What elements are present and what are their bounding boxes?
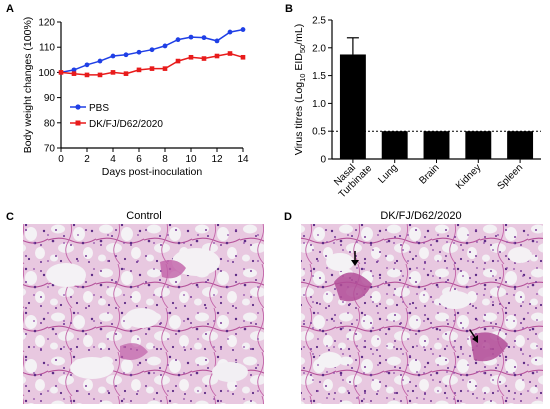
- data-point: [71, 71, 77, 76]
- data-point: [123, 71, 129, 76]
- data-point: [201, 56, 207, 61]
- x-tick-label: 12: [211, 154, 223, 165]
- panel-b-letter: B: [285, 3, 293, 15]
- data-point: [162, 43, 168, 49]
- x-tick-label: 8: [162, 154, 168, 165]
- x-tick-label: Kidney: [454, 162, 483, 191]
- panel-a: A 70 80 90 100 110 120 0 2 4 6 8 10 12 14 Days post-in…: [6, 3, 249, 178]
- data-point: [123, 52, 129, 58]
- y-tick-label: 100: [38, 68, 55, 79]
- data-point: [227, 29, 233, 35]
- data-point: [97, 58, 103, 64]
- data-point: [110, 53, 116, 59]
- data-point: [149, 66, 155, 71]
- data-point: [136, 67, 142, 73]
- chart-b: 0 0.5 1.0 1.5 2.0 2.5 NasalTurbinate Lung Brain K…: [293, 16, 541, 200]
- panel-c-title: Control: [126, 210, 161, 222]
- panel-d-letter: D: [284, 211, 292, 223]
- data-point: [188, 54, 194, 60]
- data-point: [84, 62, 90, 68]
- data-point: [214, 53, 220, 59]
- data-point: [110, 70, 116, 75]
- x-tick-label: 6: [136, 154, 142, 165]
- y-tick-label: 2.5: [312, 16, 326, 27]
- data-point: [188, 34, 194, 40]
- bar: [339, 54, 366, 159]
- data-point: [162, 66, 168, 71]
- chart-a: 70 80 90 100 110 120 0 2 4 6 8 10 12 14 Days post-inoc…: [22, 17, 249, 178]
- legend-marker: [75, 120, 81, 126]
- data-point: [58, 70, 64, 75]
- arrow-icon: [351, 251, 359, 266]
- x-tick-label: Brain: [417, 162, 441, 186]
- data-point: [97, 72, 103, 78]
- x-tick-label: Spleen: [495, 162, 525, 192]
- x-tick-label: Lung: [376, 162, 400, 186]
- data-point: [149, 47, 155, 53]
- data-point: [214, 38, 220, 44]
- y-tick-label: 70: [44, 144, 56, 155]
- y-tick-label: 0: [320, 155, 326, 166]
- data-point: [136, 49, 142, 55]
- data-point: [227, 51, 233, 56]
- histology-image-dk: [301, 224, 543, 404]
- panel-c: C Control: [6, 210, 264, 404]
- data-point: [240, 54, 246, 60]
- y-tick-label: 2.0: [312, 43, 326, 54]
- data-point: [175, 37, 181, 43]
- x-tick-label: 0: [58, 154, 64, 165]
- bar: [423, 131, 450, 159]
- data-point: [201, 35, 207, 41]
- panel-c-letter: C: [6, 211, 14, 223]
- y-tick-label: 0.5: [312, 127, 326, 138]
- panel-b: B 0 0.5 1.0 1.5 2.0 2.5 NasalTurbinate Lung Brai…: [285, 3, 541, 200]
- panel-d: D DK/FJ/D62/2020: [284, 210, 543, 404]
- data-point: [175, 58, 181, 64]
- y-tick-label: 90: [44, 93, 56, 104]
- data-point: [84, 72, 90, 78]
- bar: [465, 131, 492, 159]
- y-tick-label: 1.0: [312, 99, 326, 110]
- arrow-icon: [469, 329, 478, 343]
- y-axis-title: Virus titres (Log10 EID50/mL): [293, 24, 307, 155]
- x-tick-label: 2: [84, 154, 90, 165]
- data-point: [240, 27, 246, 32]
- y-axis-title: Body weight changes (100%): [22, 17, 34, 154]
- data-point: [71, 67, 77, 73]
- bar: [381, 131, 408, 159]
- legend-label: DK/FJ/D62/2020: [89, 119, 163, 130]
- x-tick-label: NasalTurbinate: [328, 154, 374, 200]
- x-axis-title: Days post-inoculation: [102, 166, 203, 178]
- y-tick-label: 120: [38, 18, 55, 29]
- y-tick-label: 110: [39, 43, 55, 54]
- legend-marker: [75, 104, 81, 110]
- x-tick-label: 14: [237, 154, 249, 165]
- panel-d-title: DK/FJ/D62/2020: [380, 210, 461, 222]
- legend-label: PBS: [89, 103, 109, 114]
- bar: [507, 131, 534, 159]
- histology-image-control: [23, 224, 264, 404]
- x-tick-label: 10: [185, 154, 197, 165]
- panel-a-letter: A: [6, 3, 14, 15]
- y-tick-label: 80: [44, 118, 56, 129]
- y-tick-label: 1.5: [312, 71, 326, 82]
- x-tick-label: 4: [110, 154, 116, 165]
